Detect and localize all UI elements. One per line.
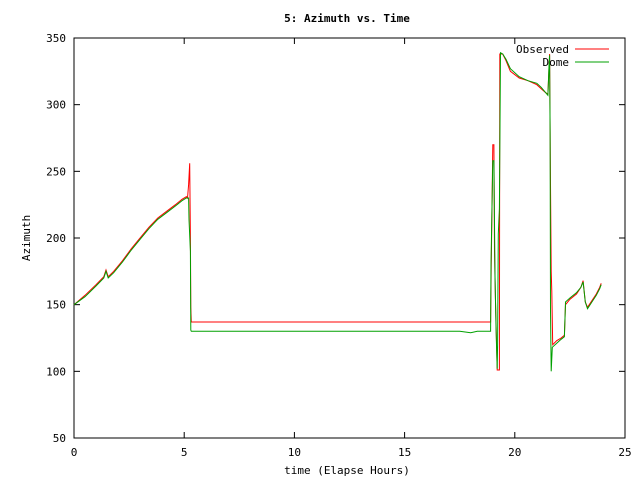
legend: Observed Dome xyxy=(516,43,609,69)
y-tick-label: 50 xyxy=(53,432,66,445)
x-tick-label: 25 xyxy=(618,446,631,459)
x-tick-label: 0 xyxy=(71,446,78,459)
y-axis: 50 100 150 200 250 300 350 xyxy=(46,32,625,445)
x-axis-label: time (Elapse Hours) xyxy=(284,464,410,477)
x-tick-label: 15 xyxy=(398,446,411,459)
legend-label-observed: Observed xyxy=(516,43,569,56)
legend-label-dome: Dome xyxy=(543,56,570,69)
y-tick-label: 100 xyxy=(46,365,66,378)
y-tick-label: 250 xyxy=(46,165,66,178)
y-tick-label: 200 xyxy=(46,232,66,245)
y-tick-label: 350 xyxy=(46,32,66,45)
chart-title: 5: Azimuth vs. Time xyxy=(284,12,410,25)
x-tick-label: 20 xyxy=(508,446,521,459)
y-axis-label: Azimuth xyxy=(20,215,33,261)
x-axis: 0 5 10 15 20 25 xyxy=(71,38,632,459)
x-tick-label: 10 xyxy=(288,446,301,459)
series-layer xyxy=(73,51,602,372)
y-tick-label: 150 xyxy=(46,299,66,312)
y-tick-label: 300 xyxy=(46,99,66,112)
series-line-dome xyxy=(73,51,602,372)
x-tick-label: 5 xyxy=(181,446,188,459)
plot-frame xyxy=(73,37,626,439)
series-line-observed xyxy=(73,53,602,371)
